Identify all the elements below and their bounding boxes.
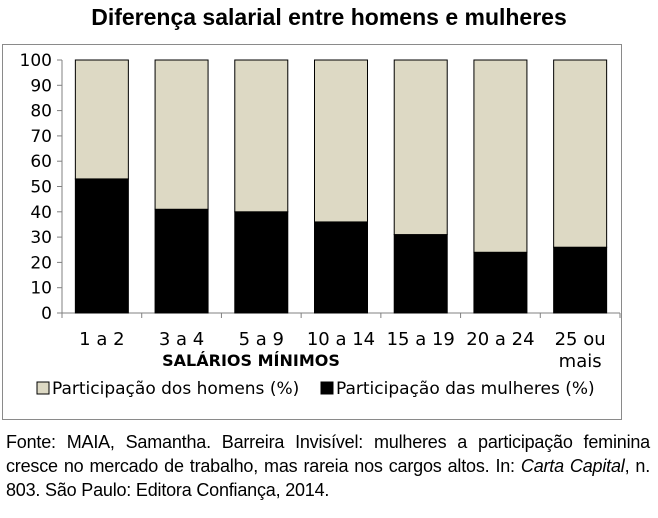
x-tick-label: 25 ou bbox=[555, 329, 606, 350]
bar-women bbox=[234, 211, 289, 314]
legend-label-women: Participação das mulheres (%) bbox=[336, 379, 595, 399]
y-tick-label: 50 bbox=[30, 178, 52, 198]
bar-women bbox=[74, 178, 129, 314]
bar-women bbox=[314, 221, 368, 314]
source-prefix: Fonte: MAIA, Samantha. Barreira Invisíve… bbox=[6, 432, 650, 476]
y-tick-label: 30 bbox=[30, 228, 52, 248]
y-tick-label: 90 bbox=[30, 76, 52, 96]
bar-chart: 0 10 20 30 40 50 60 70 80 90 100 1 a 2 3 a 4 5 a 9 10 … bbox=[20, 51, 621, 399]
bar-women bbox=[473, 251, 528, 314]
x-tick-label: 5 a 9 bbox=[239, 329, 284, 350]
y-tick-label: 60 bbox=[30, 152, 52, 172]
bar-men bbox=[393, 59, 448, 236]
x-tick-label: mais bbox=[559, 351, 602, 372]
y-tick-label: 40 bbox=[30, 203, 52, 223]
bar-men bbox=[74, 59, 129, 180]
bar-women bbox=[553, 246, 608, 314]
x-tick-label: 10 a 14 bbox=[307, 329, 375, 350]
bar-men bbox=[154, 59, 209, 210]
x-tick-label: 1 a 2 bbox=[79, 329, 124, 350]
chart-title: Diferença salarial entre homens e mulher… bbox=[91, 4, 567, 30]
bar-women bbox=[154, 208, 209, 314]
legend-swatch-women bbox=[320, 381, 334, 395]
y-tick-label: 20 bbox=[30, 253, 52, 273]
chart-frame: 0 10 20 30 40 50 60 70 80 90 100 1 a 2 3 a 4 5 a 9 10 … bbox=[2, 44, 622, 420]
bar-women bbox=[393, 234, 448, 314]
y-tick-label: 0 bbox=[41, 304, 52, 324]
bar-men bbox=[473, 59, 528, 253]
x-tick-label: 15 a 19 bbox=[387, 329, 455, 350]
y-tick-label: 80 bbox=[30, 102, 52, 122]
x-tick-label: 20 a 24 bbox=[466, 329, 534, 350]
source-note: Fonte: MAIA, Samantha. Barreira Invisíve… bbox=[6, 430, 650, 502]
source-journal: Carta Capital bbox=[520, 456, 625, 476]
bar-men bbox=[553, 59, 608, 248]
x-axis-label: SALÁRIOS MÍNIMOS bbox=[162, 351, 340, 370]
source-suffix: , n. 803. São Paulo: Editora Confiança, … bbox=[6, 456, 650, 500]
y-tick-label: 100 bbox=[20, 51, 52, 71]
y-tick-label: 10 bbox=[30, 279, 52, 299]
bar-men bbox=[314, 59, 368, 223]
bar-men bbox=[234, 59, 289, 213]
legend-swatch-men bbox=[36, 381, 50, 395]
x-tick-label: 3 a 4 bbox=[159, 329, 204, 350]
y-tick-label: 70 bbox=[30, 127, 52, 147]
legend-label-men: Participação dos homens (%) bbox=[52, 379, 299, 399]
